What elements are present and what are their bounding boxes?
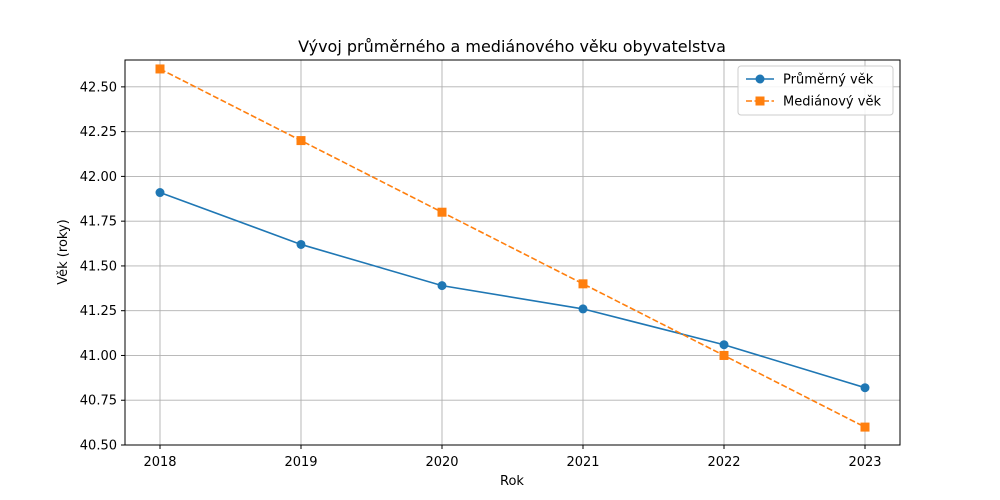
data-point bbox=[437, 207, 447, 217]
x-tick-label: 2023 bbox=[848, 455, 881, 470]
x-tick-label: 2022 bbox=[707, 455, 740, 470]
legend-entry: Průměrný věk bbox=[746, 73, 874, 88]
series-1 bbox=[155, 188, 870, 393]
y-tick-label: 41.50 bbox=[80, 259, 117, 274]
legend-entry: Mediánový věk bbox=[746, 95, 881, 110]
legend: Průměrný věk Mediánový věk bbox=[737, 65, 894, 116]
data-point bbox=[296, 136, 306, 146]
y-tick-label: 40.50 bbox=[80, 439, 117, 454]
data-point bbox=[296, 239, 306, 249]
x-tick-label: 2020 bbox=[425, 455, 458, 470]
series-line bbox=[159, 68, 866, 428]
y-tick-label: 41.75 bbox=[80, 215, 117, 230]
y-tick-label: 42.00 bbox=[80, 170, 117, 185]
x-tick-label: 2021 bbox=[566, 455, 599, 470]
data-point bbox=[578, 279, 588, 289]
legend-label: Průměrný věk bbox=[783, 73, 874, 88]
y-tick-label: 40.75 bbox=[80, 394, 117, 409]
legend-marker bbox=[755, 96, 765, 106]
x-tick-label: 2018 bbox=[143, 455, 176, 470]
series-2 bbox=[155, 64, 870, 432]
grid bbox=[125, 60, 900, 446]
data-point bbox=[860, 422, 870, 432]
data-point bbox=[578, 304, 588, 314]
y-axis-label: Věk (roky) bbox=[56, 219, 71, 284]
y-tick-label: 42.50 bbox=[80, 80, 117, 95]
data-point bbox=[155, 64, 165, 74]
y-tick-label: 41.25 bbox=[80, 304, 117, 319]
series-line bbox=[159, 191, 866, 389]
legend-box bbox=[737, 65, 894, 116]
x-axis: 2018 2019 2020 2021 2022 2023 bbox=[143, 445, 882, 470]
series-layer bbox=[155, 64, 870, 432]
chart-title: Vývoj průměrného a mediánového věku obyv… bbox=[298, 37, 726, 56]
x-tick-label: 2019 bbox=[284, 455, 317, 470]
data-point bbox=[437, 281, 447, 291]
x-axis-label: Rok bbox=[500, 474, 524, 489]
data-point bbox=[719, 340, 729, 350]
y-tick-label: 42.25 bbox=[80, 125, 117, 140]
y-axis: 40.50 40.75 41.00 41.25 41.50 41.75 42.00 42.25… bbox=[80, 80, 125, 454]
legend-label: Mediánový věk bbox=[783, 95, 881, 110]
data-point bbox=[155, 188, 165, 198]
plot-frame bbox=[124, 59, 901, 446]
data-point bbox=[719, 350, 729, 360]
legend-marker bbox=[755, 74, 765, 84]
y-tick-label: 41.00 bbox=[80, 349, 117, 364]
data-point bbox=[860, 383, 870, 393]
